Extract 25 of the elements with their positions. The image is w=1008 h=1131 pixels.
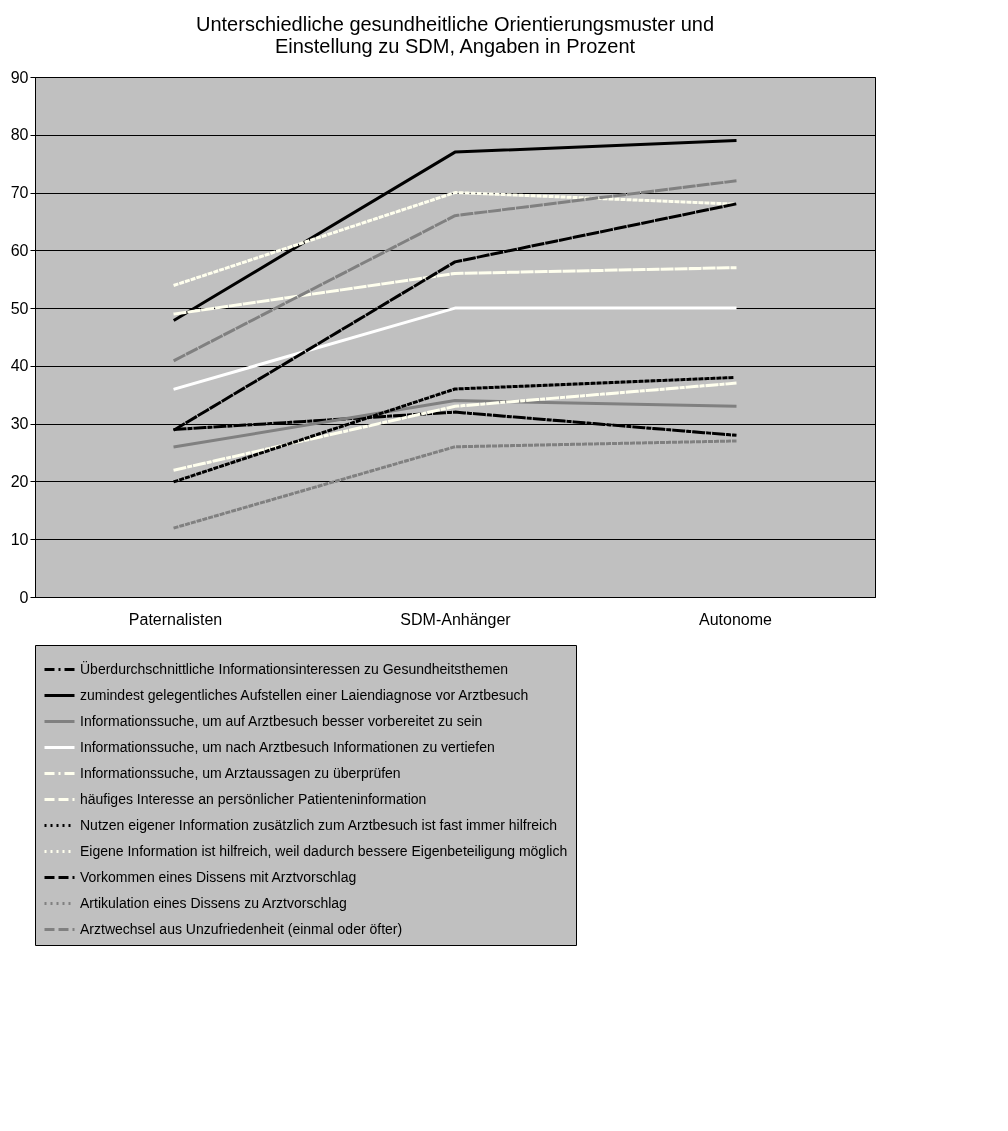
- y-tick-label: 20: [10, 472, 29, 490]
- legend-label: Vorkommen eines Dissens mit Arztvorschlag: [80, 868, 357, 885]
- legend-label: Informationssuche, um Arztaussagen zu überprüfen: [80, 764, 401, 781]
- x-tick-label: Autonome: [699, 610, 773, 628]
- y-tick-label: 30: [10, 415, 29, 433]
- legend-label: Eigene Information ist hilfreich, weil dadurch bessere Eigenbeteiligung möglich: [80, 842, 568, 859]
- legend-label: Artikulation eines Dissens zu Arztvorschlag: [80, 894, 347, 911]
- x-tick-label: SDM-Anhänger: [400, 610, 512, 628]
- y-tick-label: 0: [19, 588, 29, 606]
- legend-label: Arztwechsel aus Unzufriedenheit (einmal oder öfter): [80, 920, 403, 937]
- legend-label: Nutzen eigener Information zusätzlich zum Arztbesuch ist fast immer hilfreich: [80, 816, 557, 833]
- y-tick-label: 70: [10, 184, 29, 202]
- y-tick-label: 60: [10, 241, 29, 259]
- legend-label: häufiges Interesse an persönlicher Patienteninformation: [80, 790, 427, 807]
- y-tick-label: 90: [10, 68, 29, 86]
- chart-title: Unterschiedliche gesundheitliche Orientierungsmuster und Einstellung zu SDM, Angaben in Prozent: [195, 13, 715, 57]
- x-tick-label: Paternalisten: [128, 610, 223, 628]
- y-tick-label: 50: [10, 299, 29, 317]
- y-tick-label: 40: [10, 357, 29, 375]
- legend-label: Informationssuche, um auf Arztbesuch besser vorbereitet zu sein: [80, 712, 483, 729]
- legend-label: Überdurchschnittliche Informationsinteressen zu Gesundheitsthemen: [80, 659, 509, 677]
- legend-label: zumindest gelegentliches Aufstellen einer Laiendiagnose vor Arztbesuch: [80, 686, 529, 703]
- y-tick-label: 80: [10, 126, 29, 144]
- y-tick-label: 10: [10, 530, 29, 548]
- legend-label: Informationssuche, um nach Arztbesuch Informationen zu vertiefen: [80, 738, 495, 755]
